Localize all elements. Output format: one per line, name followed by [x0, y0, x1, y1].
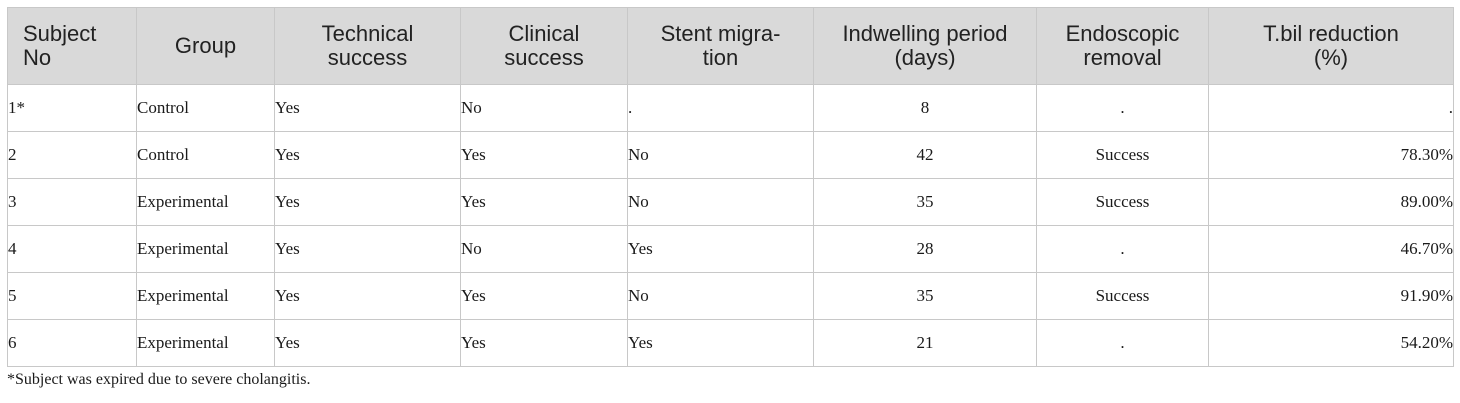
header-indwelling-period: Indwelling period (days) — [813, 7, 1037, 85]
table-body: 1* Control Yes No. 8.. 2 Control Yes Yes No 42 Succ… — [7, 84, 1454, 367]
cell-indwelling-period: 35 — [813, 272, 1037, 320]
cell-indwelling-period: 8 — [813, 84, 1037, 132]
cell-indwelling-period: 21 — [813, 319, 1037, 367]
cell-subject-no: 3 — [7, 178, 137, 226]
cell-endoscopic-removal: Success — [1036, 272, 1209, 320]
cell-group: Control — [136, 84, 275, 132]
cell-subject-no: 1* — [7, 84, 137, 132]
header-technical-success: Technical success — [274, 7, 461, 85]
cell-stent-migration: No — [627, 131, 814, 179]
table-row: 1* Control Yes No. 8.. — [7, 84, 1454, 132]
cell-endoscopic-removal: Success — [1036, 178, 1209, 226]
cell-tbil-reduction: 46.70% — [1208, 225, 1454, 273]
cell-indwelling-period: 28 — [813, 225, 1037, 273]
table-row: 5 Experimental Yes Yes No 35 Success 91.90% — [7, 272, 1454, 320]
cell-technical-success: Yes — [274, 225, 461, 273]
cell-endoscopic-removal: . — [1036, 319, 1209, 367]
cell-indwelling-period: 35 — [813, 178, 1037, 226]
table-footnote: *Subject was expired due to severe chola… — [7, 371, 311, 388]
cell-endoscopic-removal: . — [1036, 225, 1209, 273]
cell-endoscopic-removal: . — [1036, 84, 1209, 132]
cell-stent-migration: No — [627, 178, 814, 226]
cell-tbil-reduction: 54.20% — [1208, 319, 1454, 367]
cell-endoscopic-removal: Success — [1036, 131, 1209, 179]
table-row: 6 Experimental Yes Yes Yes 21. 54.20% — [7, 319, 1454, 367]
cell-stent-migration: Yes — [627, 225, 814, 273]
results-table: Subject No Group Technical success Clinical su… — [7, 7, 1454, 367]
cell-tbil-reduction: 78.30% — [1208, 131, 1454, 179]
header-stent-migration: Stent migra-tion — [627, 7, 814, 85]
header-clinical-success: Clinical success — [460, 7, 628, 85]
cell-group: Experimental — [136, 225, 275, 273]
cell-tbil-reduction: . — [1208, 84, 1454, 132]
cell-group: Experimental — [136, 319, 275, 367]
cell-subject-no: 2 — [7, 131, 137, 179]
cell-clinical-success: No — [460, 225, 628, 273]
table-row: 2 Control Yes Yes No 42 Success 78.30% — [7, 131, 1454, 179]
cell-clinical-success: Yes — [460, 178, 628, 226]
cell-stent-migration: Yes — [627, 319, 814, 367]
header-tbil-reduction: T.bil reduction (%) — [1208, 7, 1454, 85]
cell-tbil-reduction: 91.90% — [1208, 272, 1454, 320]
cell-stent-migration: . — [627, 84, 814, 132]
cell-technical-success: Yes — [274, 178, 461, 226]
cell-subject-no: 6 — [7, 319, 137, 367]
cell-subject-no: 5 — [7, 272, 137, 320]
cell-clinical-success: No — [460, 84, 628, 132]
header-endoscopic-removal: Endoscopic removal — [1036, 7, 1209, 85]
cell-clinical-success: Yes — [460, 319, 628, 367]
cell-technical-success: Yes — [274, 319, 461, 367]
cell-clinical-success: Yes — [460, 131, 628, 179]
table-row: 4 Experimental Yes No Yes 28. 46.70% — [7, 225, 1454, 273]
cell-group: Experimental — [136, 178, 275, 226]
cell-technical-success: Yes — [274, 131, 461, 179]
cell-stent-migration: No — [627, 272, 814, 320]
cell-group: Control — [136, 131, 275, 179]
cell-technical-success: Yes — [274, 272, 461, 320]
cell-subject-no: 4 — [7, 225, 137, 273]
header-group: Group — [136, 7, 275, 85]
table-row: 3 Experimental Yes Yes No 35 Success 89.00% — [7, 178, 1454, 226]
header-subject-no: Subject No — [7, 7, 137, 85]
table-header: Subject No Group Technical success Clinical su… — [7, 7, 1454, 85]
cell-group: Experimental — [136, 272, 275, 320]
cell-clinical-success: Yes — [460, 272, 628, 320]
cell-indwelling-period: 42 — [813, 131, 1037, 179]
header-row: Subject No Group Technical success Clinical su… — [7, 7, 1454, 85]
cell-tbil-reduction: 89.00% — [1208, 178, 1454, 226]
cell-technical-success: Yes — [274, 84, 461, 132]
